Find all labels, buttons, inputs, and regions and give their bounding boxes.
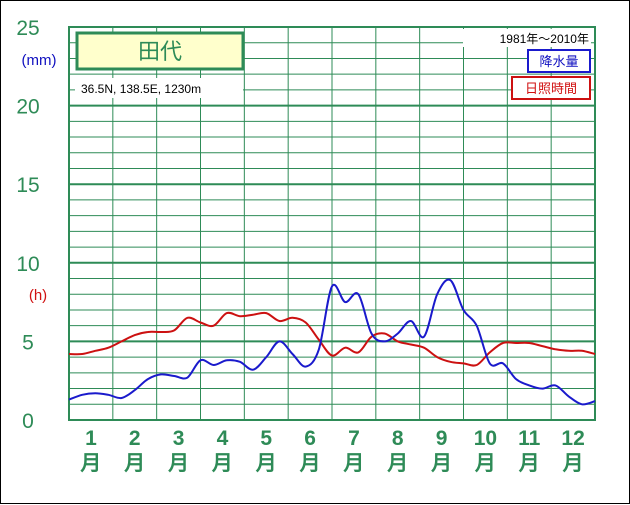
x-tick-month-number: 1 bbox=[85, 427, 97, 450]
legend-precip-box bbox=[527, 49, 591, 73]
x-tick-month-suffix: 月 bbox=[255, 452, 277, 475]
plot-border bbox=[68, 26, 596, 421]
x-tick-month-suffix: 月 bbox=[123, 452, 145, 475]
y-tick-label: 10 bbox=[16, 253, 39, 276]
x-tick-month-number: 6 bbox=[304, 427, 316, 450]
station-name: 田代 bbox=[138, 39, 182, 64]
x-tick-month-number: 11 bbox=[518, 427, 541, 450]
x-tick-month-suffix: 月 bbox=[562, 452, 584, 475]
x-tick-month-suffix: 月 bbox=[211, 452, 233, 475]
period-bg bbox=[463, 29, 591, 47]
x-tick-month-number: 7 bbox=[348, 427, 360, 450]
y-tick-label: 20 bbox=[16, 96, 39, 119]
y-unit-precip: (mm) bbox=[22, 52, 57, 69]
x-tick-month-number: 8 bbox=[392, 427, 404, 450]
y-tick-label: 15 bbox=[16, 174, 39, 197]
x-tick-month-number: 12 bbox=[561, 427, 584, 450]
x-tick-month-number: 5 bbox=[260, 427, 272, 450]
x-tick-month-suffix: 月 bbox=[79, 452, 101, 475]
legend-sun-box bbox=[511, 76, 591, 100]
precipitation-line bbox=[68, 278, 596, 406]
x-tick-month-suffix: 月 bbox=[518, 452, 540, 475]
x-tick-month-suffix: 月 bbox=[386, 452, 408, 475]
x-tick-month-suffix: 月 bbox=[299, 452, 321, 475]
x-tick-month-number: 2 bbox=[129, 427, 141, 450]
coords-bg bbox=[75, 78, 243, 98]
x-tick-month-suffix: 月 bbox=[167, 452, 189, 475]
sunshine-line bbox=[68, 311, 596, 367]
station-location: 36.5N, 138.5E, 1230m bbox=[81, 82, 201, 96]
x-tick-month-suffix: 月 bbox=[474, 452, 496, 475]
period-label: 1981年〜2010年 bbox=[500, 32, 589, 46]
legend-sunshine: 日照時間 bbox=[525, 81, 577, 96]
y-tick-label: 0 bbox=[22, 410, 34, 433]
x-tick-month-number: 10 bbox=[474, 427, 497, 450]
legend-precipitation: 降水量 bbox=[539, 54, 578, 69]
y-tick-label: 25 bbox=[16, 17, 39, 40]
x-tick-month-suffix: 月 bbox=[342, 452, 364, 475]
y-unit-sun: (h) bbox=[29, 287, 47, 304]
station-box bbox=[75, 31, 245, 71]
y-tick-label: 5 bbox=[22, 331, 34, 354]
x-tick-month-number: 3 bbox=[173, 427, 185, 450]
x-tick-month-suffix: 月 bbox=[430, 452, 452, 475]
x-tick-month-number: 9 bbox=[436, 427, 448, 450]
x-tick-month-number: 4 bbox=[217, 427, 229, 450]
